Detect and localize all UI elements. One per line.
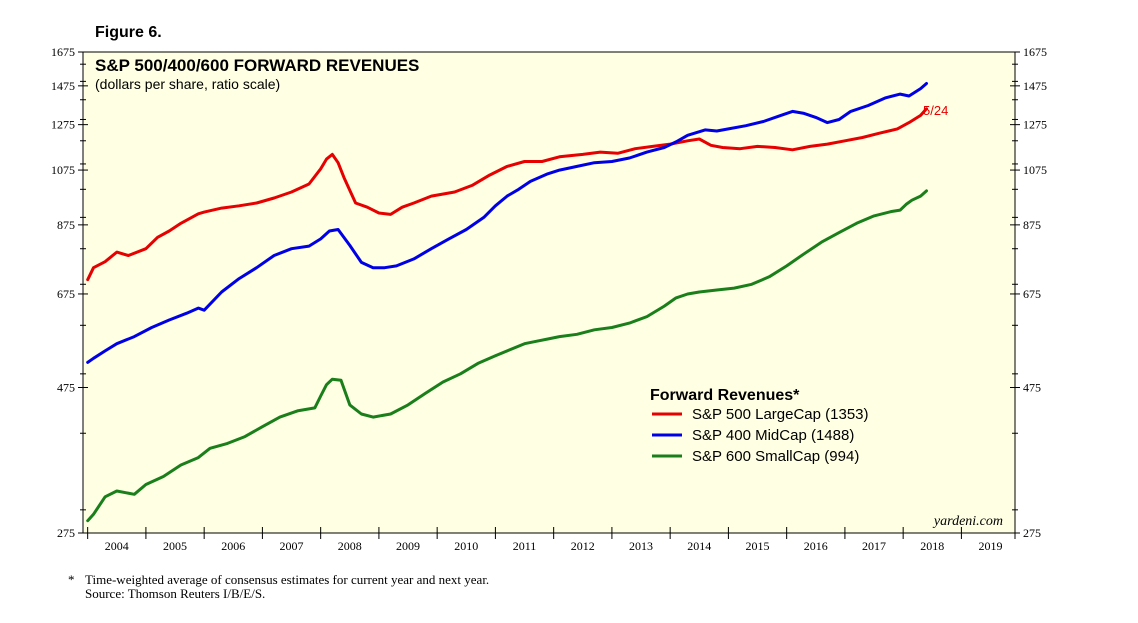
- y-tick-label-left: 475: [57, 381, 75, 395]
- series-line-midcap: [86, 82, 928, 364]
- chart-subtitle: (dollars per share, ratio scale): [95, 76, 280, 92]
- x-axis: 2004 2005 2006 2007 2008 2009 2010 2011 2012 2013…: [87, 527, 1016, 553]
- x-tick-label: 2014: [687, 539, 711, 553]
- legend-label-largecap: S&P 500 LargeCap (1353): [692, 406, 869, 423]
- legend-label-midcap: S&P 400 MidCap (1488): [692, 427, 854, 444]
- source-text: Source: Thomson Reuters I/B/E/S.: [85, 586, 265, 601]
- y-tick-label-left: 675: [57, 287, 75, 301]
- y-tick-label-left: 1075: [51, 163, 75, 177]
- y-tick-label-right: 275: [1023, 526, 1041, 540]
- legend-title: Forward Revenues*: [650, 387, 800, 404]
- x-tick-label: 2015: [746, 539, 770, 553]
- footnote-star: *: [68, 572, 75, 587]
- y-tick-label-right: 875: [1023, 218, 1041, 232]
- x-tick-label: 2012: [571, 539, 595, 553]
- chart-title: S&P 500/400/600 FORWARD REVENUES: [95, 56, 419, 75]
- x-tick-label: 2006: [221, 539, 245, 553]
- y-axis-right: 1675 1475 1275 1075 875 675 475 275: [1010, 45, 1047, 540]
- x-tick-label: 2013: [629, 539, 653, 553]
- y-tick-label-left: 875: [57, 218, 75, 232]
- y-tick-label-right: 1075: [1023, 163, 1047, 177]
- plot-area: [82, 51, 1016, 534]
- y-tick-label-left: 1475: [51, 79, 75, 93]
- x-tick-label: 2011: [513, 539, 537, 553]
- y-tick-label-left: 1275: [51, 118, 75, 132]
- x-tick-label: 2016: [804, 539, 828, 553]
- series-line-smallcap: [86, 189, 928, 523]
- x-tick-label: 2018: [920, 539, 944, 553]
- footnote-text: Time-weighted average of consensus estim…: [85, 572, 489, 587]
- x-tick-label: 2017: [862, 539, 886, 553]
- end-date-label: 5/24: [923, 103, 948, 118]
- y-tick-label-right: 675: [1023, 287, 1041, 301]
- y-tick-label-right: 1675: [1023, 45, 1047, 59]
- x-tick-label: 2019: [979, 539, 1003, 553]
- figure-label: Figure 6.: [95, 24, 162, 41]
- y-tick-label-left: 1675: [51, 45, 75, 59]
- y-axis-left: 1675 1475 1275 1075 875 675 475 275: [51, 45, 88, 540]
- source-credit: yardeni.com: [932, 514, 1003, 529]
- y-tick-label-left: 275: [57, 526, 75, 540]
- x-tick-label: 2007: [280, 539, 304, 553]
- series-layer: [86, 82, 928, 523]
- x-tick-label: 2008: [338, 539, 362, 553]
- legend-label-smallcap: S&P 600 SmallCap (994): [692, 448, 859, 465]
- y-tick-label-right: 1275: [1023, 118, 1047, 132]
- series-line-largecap: [86, 107, 928, 282]
- x-tick-label: 2010: [454, 539, 478, 553]
- x-tick-label: 2004: [105, 539, 129, 553]
- legend: Forward Revenues* S&P 500 LargeCap (1353…: [650, 387, 869, 465]
- x-tick-label: 2005: [163, 539, 187, 553]
- y-tick-label-right: 475: [1023, 381, 1041, 395]
- x-tick-label: 2009: [396, 539, 420, 553]
- y-tick-label-right: 1475: [1023, 79, 1047, 93]
